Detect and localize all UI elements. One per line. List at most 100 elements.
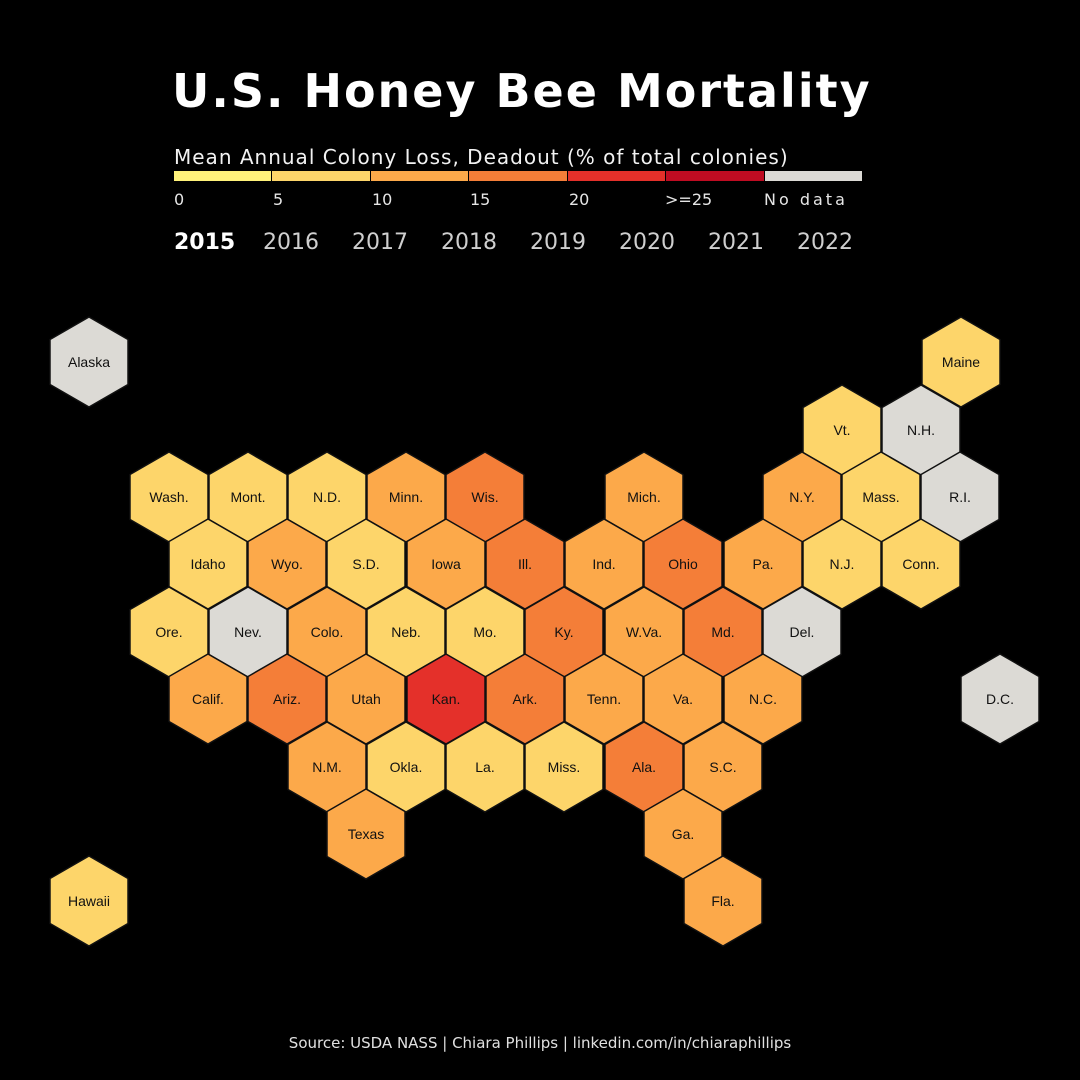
state-hex-shape: [683, 721, 763, 813]
state-hex: Miss.: [524, 721, 604, 813]
state-label: Idaho: [190, 556, 225, 572]
state-hex: Vt.: [802, 384, 882, 476]
state-label: N.J.: [830, 556, 855, 572]
state-hex: N.J.: [802, 518, 882, 610]
state-hex-shape: [683, 855, 763, 947]
state-label: Ga.: [672, 826, 695, 842]
state-label: Ind.: [592, 556, 615, 572]
year-option-2021[interactable]: 2021: [708, 230, 764, 255]
state-label: N.Y.: [789, 489, 814, 505]
state-hex: Pa.: [723, 518, 803, 610]
state-label: Ala.: [632, 759, 656, 775]
state-label: Conn.: [902, 556, 939, 572]
year-option-2019[interactable]: 2019: [530, 230, 586, 255]
state-label: Texas: [348, 826, 385, 842]
legend-swatch: [666, 171, 765, 181]
state-hex-shape: [881, 518, 961, 610]
state-label: Pa.: [752, 556, 773, 572]
page-title: U.S. Honey Bee Mortality: [172, 64, 872, 118]
year-selector: 2015 2016 2017 2018 2019 2020 2021 2022: [174, 230, 864, 260]
source-credit: Source: USDA NASS | Chiara Phillips | li…: [288, 1034, 792, 1052]
state-label: N.H.: [907, 422, 935, 438]
state-hex: Neb.: [366, 586, 446, 678]
state-hex: Hawaii: [49, 855, 129, 947]
state-label: S.D.: [352, 556, 379, 572]
state-hex-shape: [366, 586, 446, 678]
state-hex: Okla.: [366, 721, 446, 813]
state-label: N.D.: [313, 489, 341, 505]
state-hex: Calif.: [168, 653, 248, 745]
state-label: Calif.: [192, 691, 224, 707]
state-label: R.I.: [949, 489, 971, 505]
state-label: Ill.: [518, 556, 532, 572]
state-hex: Md.: [683, 586, 763, 678]
state-label: Ark.: [513, 691, 538, 707]
state-hex-shape: [723, 653, 803, 745]
state-hex: Alaska: [49, 316, 129, 408]
legend-title: Mean Annual Colony Loss, Deadout (% of t…: [174, 145, 789, 169]
legend-tick-label: No data: [764, 190, 848, 209]
legend-swatch: [469, 171, 568, 181]
state-label: N.C.: [749, 691, 777, 707]
state-hex-shape: [643, 788, 723, 880]
state-hex: Ala.: [604, 721, 684, 813]
state-hex: W.Va.: [604, 586, 684, 678]
state-hex: N.C.: [723, 653, 803, 745]
state-label: Mo.: [473, 624, 496, 640]
state-hex: Colo.: [287, 586, 367, 678]
state-hex-shape: [921, 316, 1001, 408]
state-label: Vt.: [833, 422, 850, 438]
state-label: Del.: [790, 624, 815, 640]
state-hex: Ariz.: [247, 653, 327, 745]
state-hex: Ohio: [643, 518, 723, 610]
state-label: Ky.: [554, 624, 573, 640]
state-label: Maine: [942, 354, 980, 370]
legend-swatch: [764, 171, 862, 181]
state-hex-shape: [564, 518, 644, 610]
state-hex: Mass.: [841, 451, 921, 543]
state-hex-shape: [960, 653, 1040, 745]
state-hex: Ind.: [564, 518, 644, 610]
year-option-2022[interactable]: 2022: [797, 230, 853, 255]
year-option-2017[interactable]: 2017: [352, 230, 408, 255]
state-hex: Minn.: [366, 451, 446, 543]
legend-swatch: [174, 171, 273, 181]
state-label: Mich.: [627, 489, 660, 505]
state-label: Tenn.: [587, 691, 621, 707]
state-label: Mass.: [862, 489, 899, 505]
state-label: Wash.: [149, 489, 188, 505]
state-hex-shape: [524, 721, 604, 813]
state-hex: R.I.: [920, 451, 1000, 543]
year-option-2016[interactable]: 2016: [263, 230, 319, 255]
state-label: Wyo.: [271, 556, 303, 572]
state-hex: Fla.: [683, 855, 763, 947]
state-hex: N.Y.: [762, 451, 842, 543]
state-label: Alaska: [68, 354, 110, 370]
state-label: Ariz.: [273, 691, 301, 707]
state-hex-shape: [49, 855, 129, 947]
year-option-2020[interactable]: 2020: [619, 230, 675, 255]
state-label: Miss.: [548, 759, 581, 775]
year-option-2018[interactable]: 2018: [441, 230, 497, 255]
state-label: Colo.: [311, 624, 344, 640]
state-hex: Iowa: [406, 518, 486, 610]
legend-swatch: [272, 171, 371, 181]
state-label: Va.: [673, 691, 693, 707]
state-hex: Tenn.: [564, 653, 644, 745]
legend-tick-label: 20: [569, 190, 590, 209]
state-hex-shape: [168, 653, 248, 745]
state-hex: Conn.: [881, 518, 961, 610]
state-label: Minn.: [389, 489, 423, 505]
state-hex: Ga.: [643, 788, 723, 880]
state-hex: D.C.: [960, 653, 1040, 745]
legend-tick-label: 0: [174, 190, 185, 209]
state-label: La.: [475, 759, 494, 775]
state-label: N.M.: [312, 759, 342, 775]
year-option-2015[interactable]: 2015: [174, 230, 236, 255]
state-label: S.C.: [709, 759, 736, 775]
state-label: D.C.: [986, 691, 1014, 707]
state-hex: Maine: [921, 316, 1001, 408]
state-label: Neb.: [391, 624, 421, 640]
state-label: Mont.: [230, 489, 265, 505]
